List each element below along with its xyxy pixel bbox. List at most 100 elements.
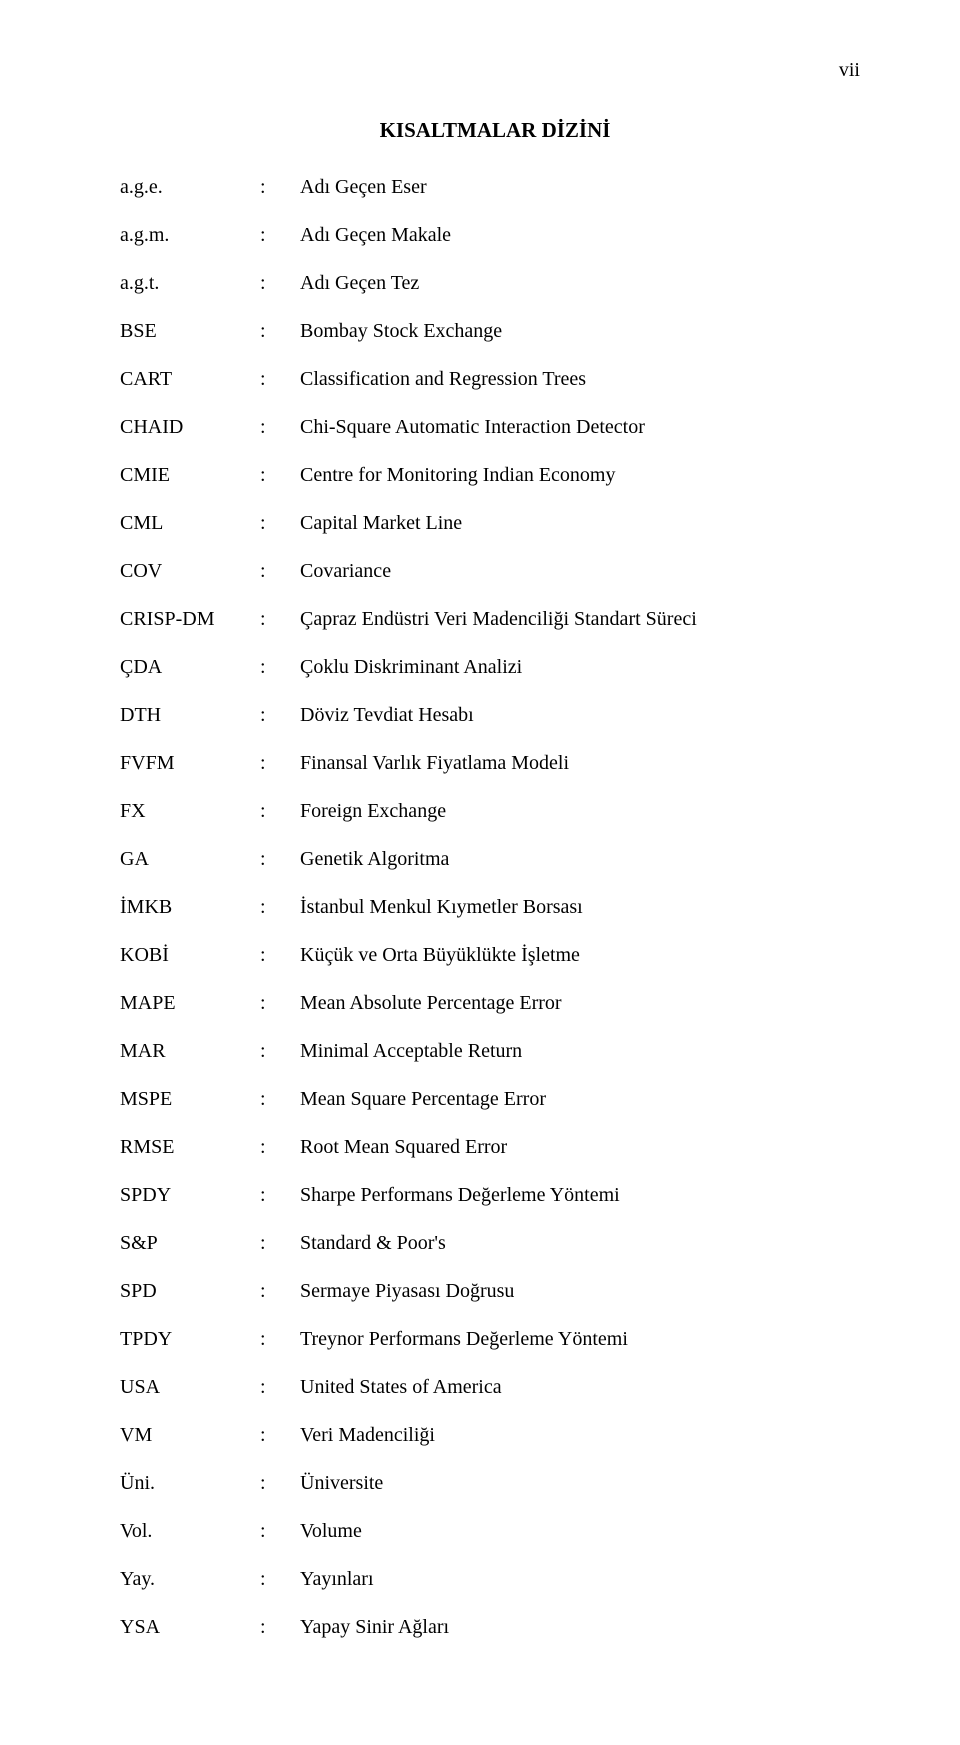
abbreviation-term: ÇDA xyxy=(120,657,260,677)
abbreviation-list: a.g.e.:Adı Geçen Esera.g.m.:Adı Geçen Ma… xyxy=(120,177,870,1637)
abbreviation-definition: Sermaye Piyasası Doğrusu xyxy=(300,1281,870,1301)
abbreviation-term: SPD xyxy=(120,1281,260,1301)
abbreviation-row: FX:Foreign Exchange xyxy=(120,801,870,821)
abbreviation-term: RMSE xyxy=(120,1137,260,1157)
abbreviation-term: CART xyxy=(120,369,260,389)
abbreviation-term: KOBİ xyxy=(120,945,260,965)
abbreviation-row: ÇDA:Çoklu Diskriminant Analizi xyxy=(120,657,870,677)
abbreviation-row: GA:Genetik Algoritma xyxy=(120,849,870,869)
colon-separator: : xyxy=(260,321,300,341)
abbreviation-term: a.g.t. xyxy=(120,273,260,293)
abbreviation-definition: Sharpe Performans Değerleme Yöntemi xyxy=(300,1185,870,1205)
abbreviation-term: a.g.e. xyxy=(120,177,260,197)
colon-separator: : xyxy=(260,753,300,773)
abbreviation-row: VM:Veri Madenciliği xyxy=(120,1425,870,1445)
abbreviation-row: FVFM:Finansal Varlık Fiyatlama Modeli xyxy=(120,753,870,773)
abbreviation-row: RMSE:Root Mean Squared Error xyxy=(120,1137,870,1157)
abbreviation-row: YSA:Yapay Sinir Ağları xyxy=(120,1617,870,1637)
abbreviation-term: FVFM xyxy=(120,753,260,773)
abbreviation-definition: İstanbul Menkul Kıymetler Borsası xyxy=(300,897,870,917)
colon-separator: : xyxy=(260,1569,300,1589)
abbreviation-row: MSPE:Mean Square Percentage Error xyxy=(120,1089,870,1109)
abbreviation-definition: Treynor Performans Değerleme Yöntemi xyxy=(300,1329,870,1349)
abbreviation-definition: Döviz Tevdiat Hesabı xyxy=(300,705,870,725)
abbreviation-row: Yay.:Yayınları xyxy=(120,1569,870,1589)
abbreviation-definition: Genetik Algoritma xyxy=(300,849,870,869)
abbreviation-row: BSE:Bombay Stock Exchange xyxy=(120,321,870,341)
abbreviation-definition: Çapraz Endüstri Veri Madenciliği Standar… xyxy=(300,609,870,629)
colon-separator: : xyxy=(260,1617,300,1637)
abbreviation-definition: Çoklu Diskriminant Analizi xyxy=(300,657,870,677)
abbreviation-term: GA xyxy=(120,849,260,869)
abbreviation-row: SPD:Sermaye Piyasası Doğrusu xyxy=(120,1281,870,1301)
colon-separator: : xyxy=(260,1425,300,1445)
abbreviation-definition: Yapay Sinir Ağları xyxy=(300,1617,870,1637)
abbreviation-term: MSPE xyxy=(120,1089,260,1109)
abbreviation-row: DTH:Döviz Tevdiat Hesabı xyxy=(120,705,870,725)
abbreviation-definition: Adı Geçen Eser xyxy=(300,177,870,197)
abbreviation-term: a.g.m. xyxy=(120,225,260,245)
abbreviation-definition: Bombay Stock Exchange xyxy=(300,321,870,341)
abbreviation-term: TPDY xyxy=(120,1329,260,1349)
abbreviation-row: Üni.:Üniversite xyxy=(120,1473,870,1493)
colon-separator: : xyxy=(260,705,300,725)
colon-separator: : xyxy=(260,657,300,677)
abbreviation-definition: Chi-Square Automatic Interaction Detecto… xyxy=(300,417,870,437)
abbreviation-definition: Mean Square Percentage Error xyxy=(300,1089,870,1109)
abbreviation-row: CML:Capital Market Line xyxy=(120,513,870,533)
abbreviation-term: Vol. xyxy=(120,1521,260,1541)
abbreviation-definition: United States of America xyxy=(300,1377,870,1397)
abbreviation-row: CRISP-DM:Çapraz Endüstri Veri Madenciliğ… xyxy=(120,609,870,629)
colon-separator: : xyxy=(260,1473,300,1493)
colon-separator: : xyxy=(260,945,300,965)
colon-separator: : xyxy=(260,1089,300,1109)
abbreviation-row: Vol.:Volume xyxy=(120,1521,870,1541)
abbreviation-row: CMIE:Centre for Monitoring Indian Econom… xyxy=(120,465,870,485)
colon-separator: : xyxy=(260,1377,300,1397)
abbreviation-definition: Üniversite xyxy=(300,1473,870,1493)
abbreviation-term: COV xyxy=(120,561,260,581)
colon-separator: : xyxy=(260,1521,300,1541)
abbreviation-row: MAR:Minimal Acceptable Return xyxy=(120,1041,870,1061)
abbreviation-term: DTH xyxy=(120,705,260,725)
colon-separator: : xyxy=(260,1233,300,1253)
colon-separator: : xyxy=(260,369,300,389)
abbreviation-definition: Finansal Varlık Fiyatlama Modeli xyxy=(300,753,870,773)
colon-separator: : xyxy=(260,1041,300,1061)
colon-separator: : xyxy=(260,513,300,533)
abbreviation-row: CHAID:Chi-Square Automatic Interaction D… xyxy=(120,417,870,437)
colon-separator: : xyxy=(260,849,300,869)
abbreviation-term: CML xyxy=(120,513,260,533)
abbreviation-term: CMIE xyxy=(120,465,260,485)
abbreviation-definition: Mean Absolute Percentage Error xyxy=(300,993,870,1013)
abbreviation-term: VM xyxy=(120,1425,260,1445)
abbreviation-term: MAPE xyxy=(120,993,260,1013)
colon-separator: : xyxy=(260,609,300,629)
abbreviation-definition: Minimal Acceptable Return xyxy=(300,1041,870,1061)
abbreviation-term: CHAID xyxy=(120,417,260,437)
abbreviation-term: YSA xyxy=(120,1617,260,1637)
abbreviation-definition: Root Mean Squared Error xyxy=(300,1137,870,1157)
abbreviation-definition: Capital Market Line xyxy=(300,513,870,533)
abbreviation-definition: Küçük ve Orta Büyüklükte İşletme xyxy=(300,945,870,965)
colon-separator: : xyxy=(260,801,300,821)
colon-separator: : xyxy=(260,417,300,437)
page-number: vii xyxy=(120,60,870,80)
abbreviation-definition: Covariance xyxy=(300,561,870,581)
abbreviation-definition: Adı Geçen Makale xyxy=(300,225,870,245)
abbreviation-row: a.g.e.:Adı Geçen Eser xyxy=(120,177,870,197)
abbreviation-term: S&P xyxy=(120,1233,260,1253)
abbreviation-term: FX xyxy=(120,801,260,821)
abbreviation-term: Yay. xyxy=(120,1569,260,1589)
page-title: KISALTMALAR DİZİNİ xyxy=(120,120,870,141)
abbreviation-row: S&P:Standard & Poor's xyxy=(120,1233,870,1253)
abbreviation-definition: Adı Geçen Tez xyxy=(300,273,870,293)
abbreviation-row: COV:Covariance xyxy=(120,561,870,581)
abbreviation-term: CRISP-DM xyxy=(120,609,260,629)
abbreviation-row: KOBİ:Küçük ve Orta Büyüklükte İşletme xyxy=(120,945,870,965)
abbreviation-definition: Volume xyxy=(300,1521,870,1541)
colon-separator: : xyxy=(260,1281,300,1301)
abbreviation-term: İMKB xyxy=(120,897,260,917)
abbreviation-term: MAR xyxy=(120,1041,260,1061)
colon-separator: : xyxy=(260,465,300,485)
